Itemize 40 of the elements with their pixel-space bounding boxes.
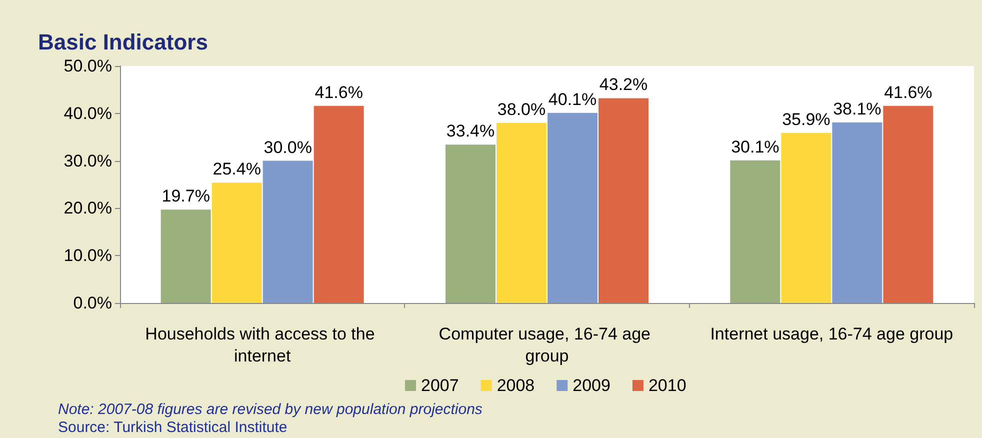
y-tick-label: 20.0% xyxy=(64,198,112,218)
bar xyxy=(262,160,313,303)
data-label: 35.9% xyxy=(782,110,830,129)
text: Note: 2007-08 figures are revised by new population projections xyxy=(58,401,483,418)
bar xyxy=(314,106,364,303)
legend-label: 2008 xyxy=(496,376,535,395)
data-label: 30.0% xyxy=(264,138,312,157)
y-tick-label: 50.0% xyxy=(64,56,112,76)
bar xyxy=(832,122,882,303)
data-label: 41.6% xyxy=(884,82,932,102)
y-tick-label: 40.0% xyxy=(64,104,112,123)
bar xyxy=(883,106,934,303)
y-tick-label: 10.0% xyxy=(64,246,112,266)
bar xyxy=(446,144,496,303)
x-tick-label: Households with access to the internet xyxy=(145,324,380,366)
data-label: 43.2% xyxy=(599,75,648,94)
data-label: 41.6% xyxy=(314,82,363,102)
chart-title: Basic Indicators xyxy=(38,30,208,54)
legend-label: 2009 xyxy=(572,376,610,395)
bar xyxy=(730,160,780,303)
legend-label: 2007 xyxy=(421,376,459,395)
source-note: Source: Turkish Statistical Institute xyxy=(58,419,288,436)
bar xyxy=(781,132,832,303)
data-label: 19.7% xyxy=(162,186,210,206)
data-label: 33.4% xyxy=(446,122,495,141)
x-tick-label: Internet usage, 16-74 age group xyxy=(710,324,954,344)
data-label: 25.4% xyxy=(212,160,261,179)
y-tick-label: 0.0% xyxy=(73,294,112,312)
bar xyxy=(212,182,262,303)
data-label: 38.0% xyxy=(497,100,546,119)
data-label: 38.1% xyxy=(833,99,882,118)
y-tick-label: 30.0% xyxy=(64,151,112,170)
legend-label: 2010 xyxy=(648,376,686,395)
bar xyxy=(160,210,211,303)
data-label: 30.1% xyxy=(731,137,780,156)
bar xyxy=(548,112,598,303)
data-label: 40.1% xyxy=(548,90,597,109)
bar xyxy=(598,98,648,303)
x-tick-label: Computer usage, 16-74 age group xyxy=(438,324,656,366)
bar xyxy=(496,122,546,303)
